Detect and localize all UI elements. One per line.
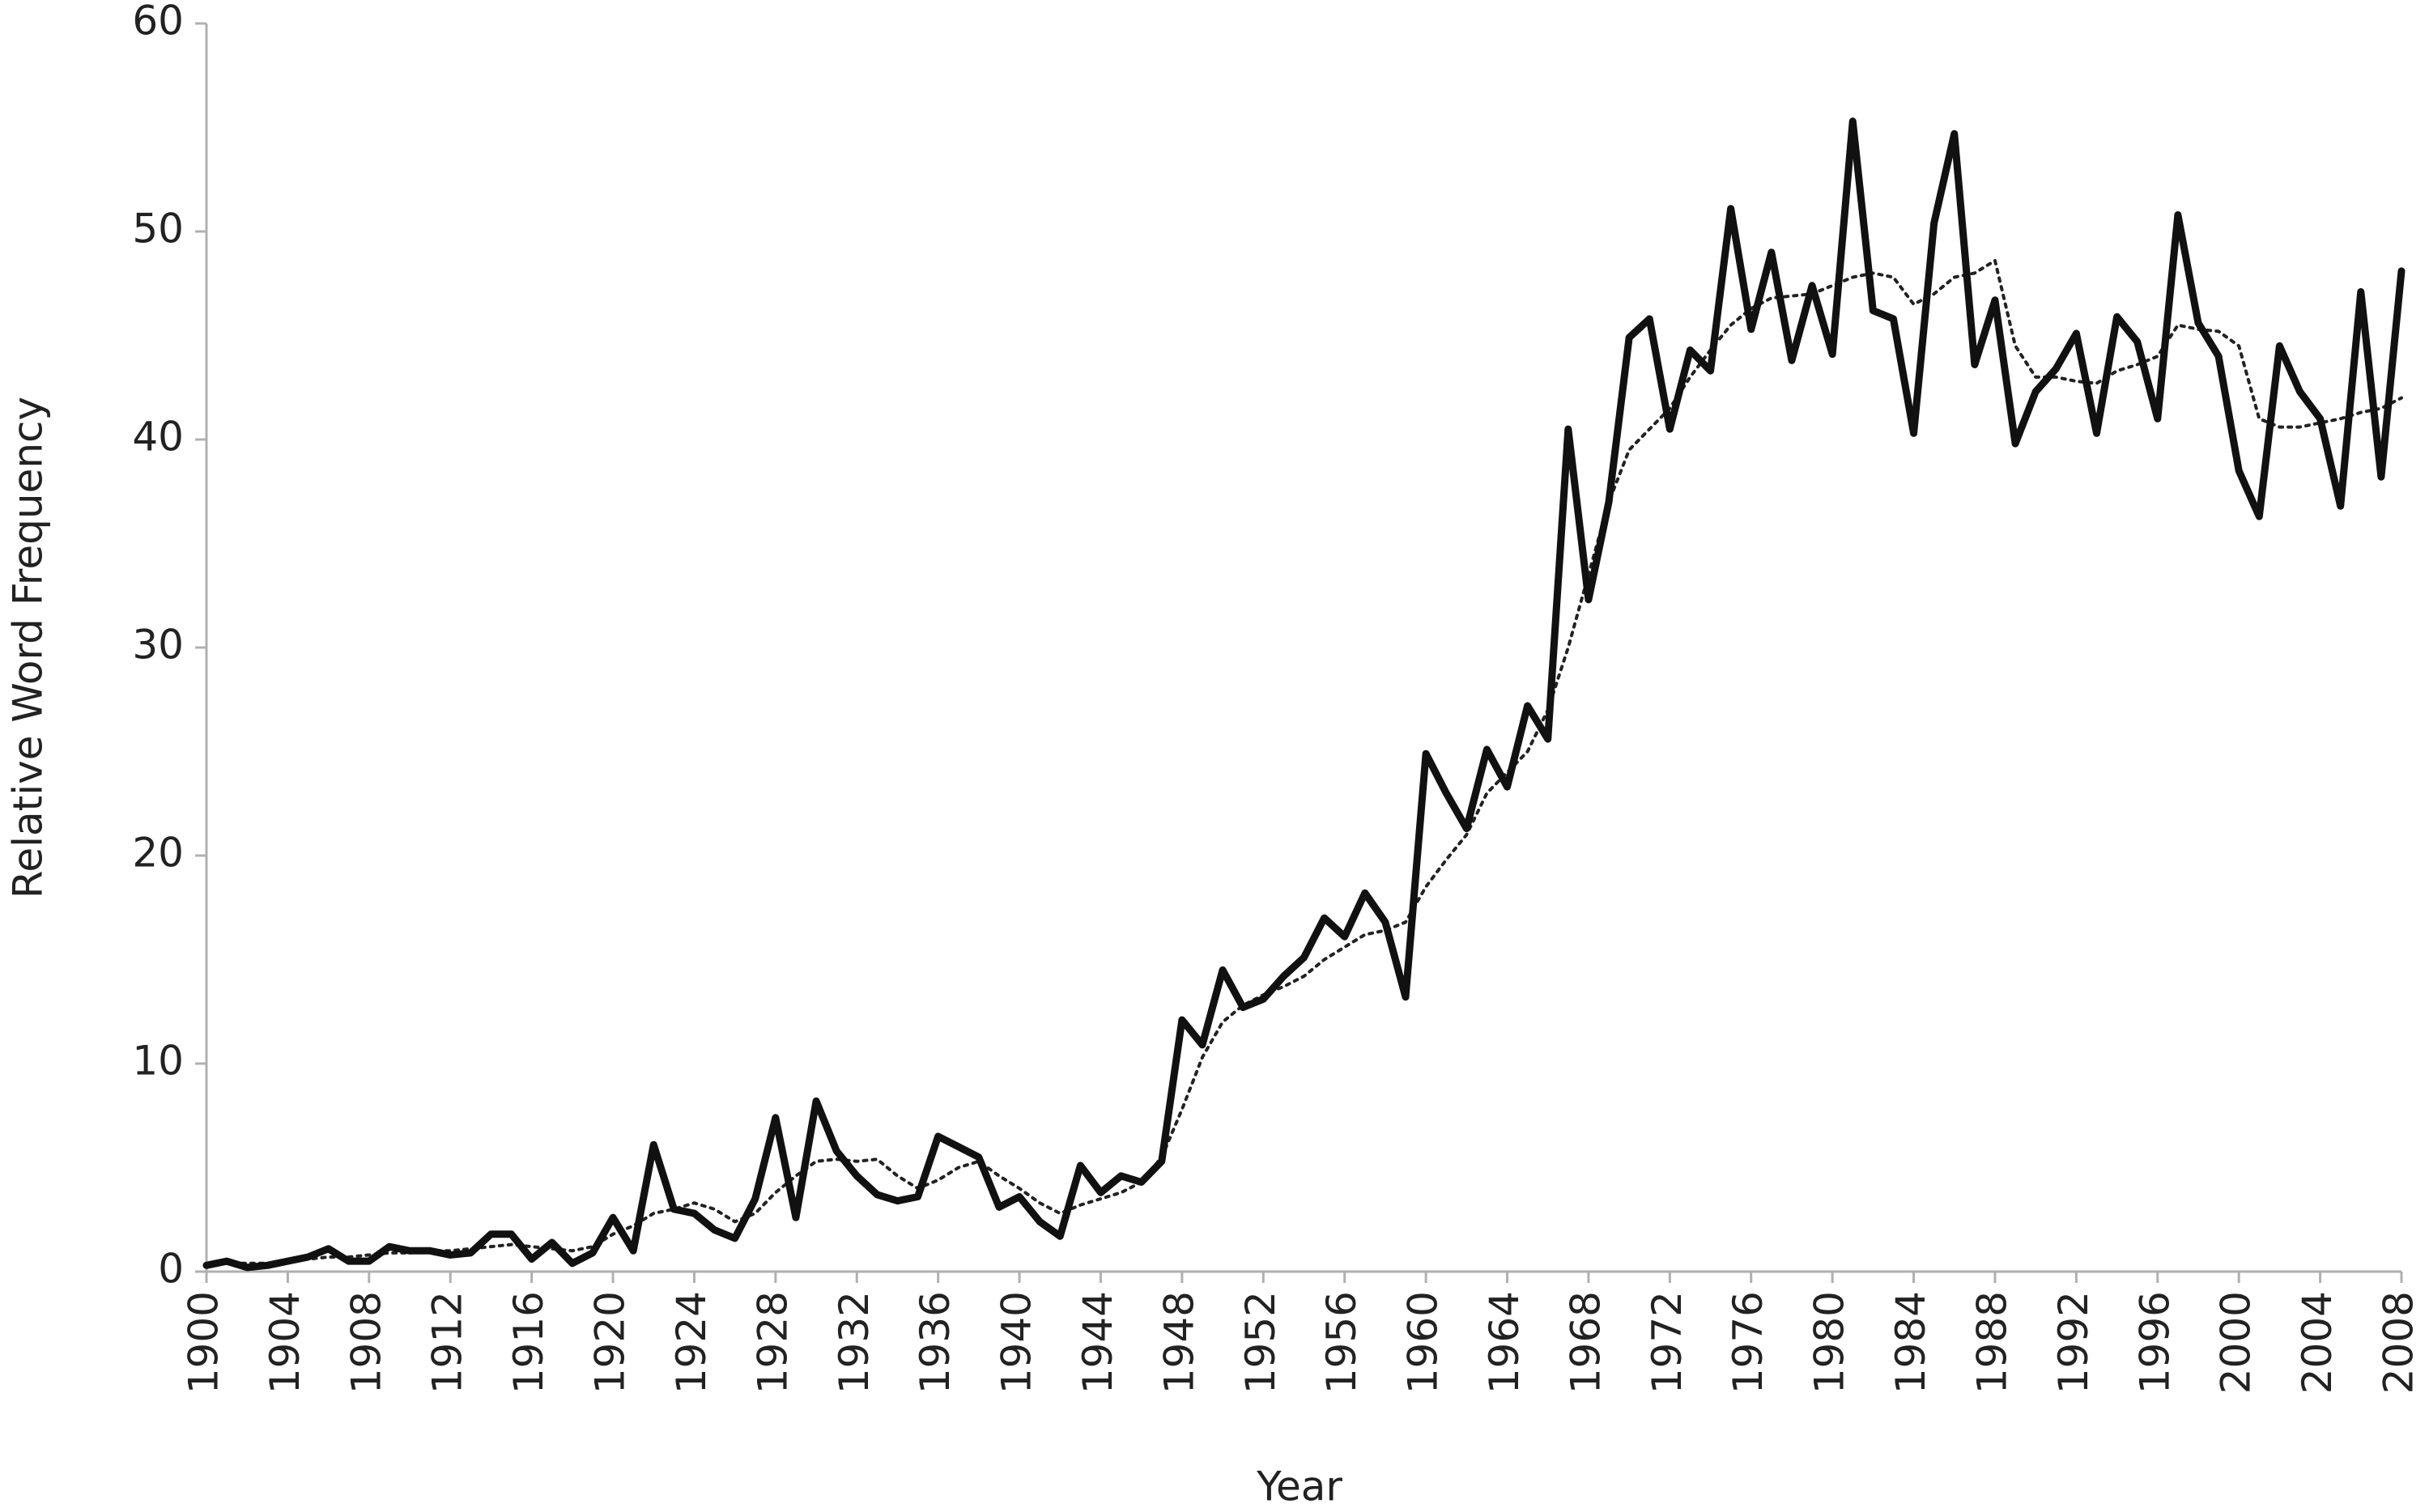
- x-tick-label: 1932: [831, 1291, 878, 1394]
- x-tick-label: 1924: [668, 1291, 715, 1394]
- y-tick-label: 40: [132, 414, 184, 461]
- x-tick-label: 1940: [993, 1291, 1040, 1394]
- x-tick-label: 2008: [2376, 1291, 2423, 1394]
- y-tick-label: 30: [132, 622, 184, 669]
- x-tick-label: 2000: [2213, 1291, 2260, 1394]
- x-tick-label: 1948: [1155, 1291, 1202, 1394]
- y-axis-label: Relative Word Frequency: [5, 397, 52, 898]
- x-tick-label: 1956: [1318, 1291, 1365, 1394]
- y-tick-label: 50: [132, 206, 184, 253]
- x-tick-label: 1968: [1562, 1291, 1609, 1394]
- x-tick-label: 1928: [749, 1291, 796, 1394]
- y-tick-label: 10: [132, 1038, 184, 1085]
- x-tick-label: 1904: [262, 1291, 308, 1394]
- y-tick-label: 60: [132, 0, 184, 45]
- x-axis-label: Year: [1256, 1463, 1342, 1510]
- x-tick-label: 1996: [2131, 1291, 2178, 1394]
- trend-line: [205, 258, 2403, 1268]
- x-tick-label: 1992: [2050, 1291, 2097, 1394]
- x-tick-label: 1964: [1481, 1291, 1528, 1394]
- y-tick-label: 20: [132, 830, 184, 877]
- x-tick-label: 1920: [587, 1291, 634, 1394]
- x-tick-label: 1960: [1400, 1291, 1447, 1394]
- x-tick-label: 1952: [1237, 1291, 1284, 1394]
- x-tick-label: 1984: [1887, 1291, 1934, 1394]
- x-tick-label: 1976: [1725, 1291, 1772, 1394]
- x-tick-label: 1936: [912, 1291, 959, 1394]
- y-tick-label: 0: [158, 1246, 184, 1293]
- data-line: [202, 117, 2406, 1272]
- x-tick-label: 1944: [1074, 1291, 1121, 1394]
- x-tick-label: 1908: [342, 1291, 389, 1394]
- x-tick-label: 1972: [1644, 1291, 1691, 1394]
- x-tick-label: 2004: [2294, 1291, 2341, 1394]
- x-tick-label: 1980: [1806, 1291, 1853, 1394]
- x-tick-label: 1916: [505, 1291, 552, 1394]
- x-tick-label: 1912: [424, 1291, 471, 1394]
- x-tick-label: 1900: [181, 1291, 228, 1394]
- x-tick-label: 1988: [1968, 1291, 2015, 1394]
